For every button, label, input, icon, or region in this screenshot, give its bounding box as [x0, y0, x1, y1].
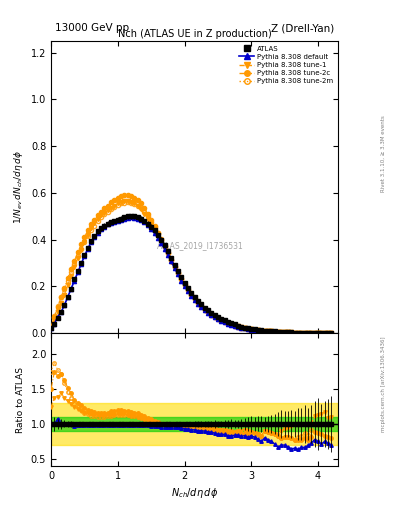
- Y-axis label: Ratio to ATLAS: Ratio to ATLAS: [16, 367, 25, 433]
- Text: 13000 GeV pp: 13000 GeV pp: [55, 23, 129, 33]
- Title: Nch (ATLAS UE in Z production): Nch (ATLAS UE in Z production): [118, 29, 272, 39]
- Bar: [51, 417, 338, 431]
- Legend: ATLAS, Pythia 8.308 default, Pythia 8.308 tune-1, Pythia 8.308 tune-2c, Pythia 8: ATLAS, Pythia 8.308 default, Pythia 8.30…: [237, 45, 334, 86]
- Text: mcplots.cern.ch [arXiv:1306.3436]: mcplots.cern.ch [arXiv:1306.3436]: [381, 336, 386, 432]
- Text: Rivet 3.1.10, ≥ 3.3M events: Rivet 3.1.10, ≥ 3.3M events: [381, 115, 386, 192]
- Bar: [51, 403, 338, 445]
- Text: ATLAS_2019_I1736531: ATLAS_2019_I1736531: [157, 241, 244, 250]
- Y-axis label: $1/N_{ev}\,dN_{ch}/d\eta\,d\phi$: $1/N_{ev}\,dN_{ch}/d\eta\,d\phi$: [12, 150, 25, 224]
- Text: Z (Drell-Yan): Z (Drell-Yan): [271, 23, 334, 33]
- X-axis label: $N_{ch}/d\eta\,d\phi$: $N_{ch}/d\eta\,d\phi$: [171, 486, 218, 500]
